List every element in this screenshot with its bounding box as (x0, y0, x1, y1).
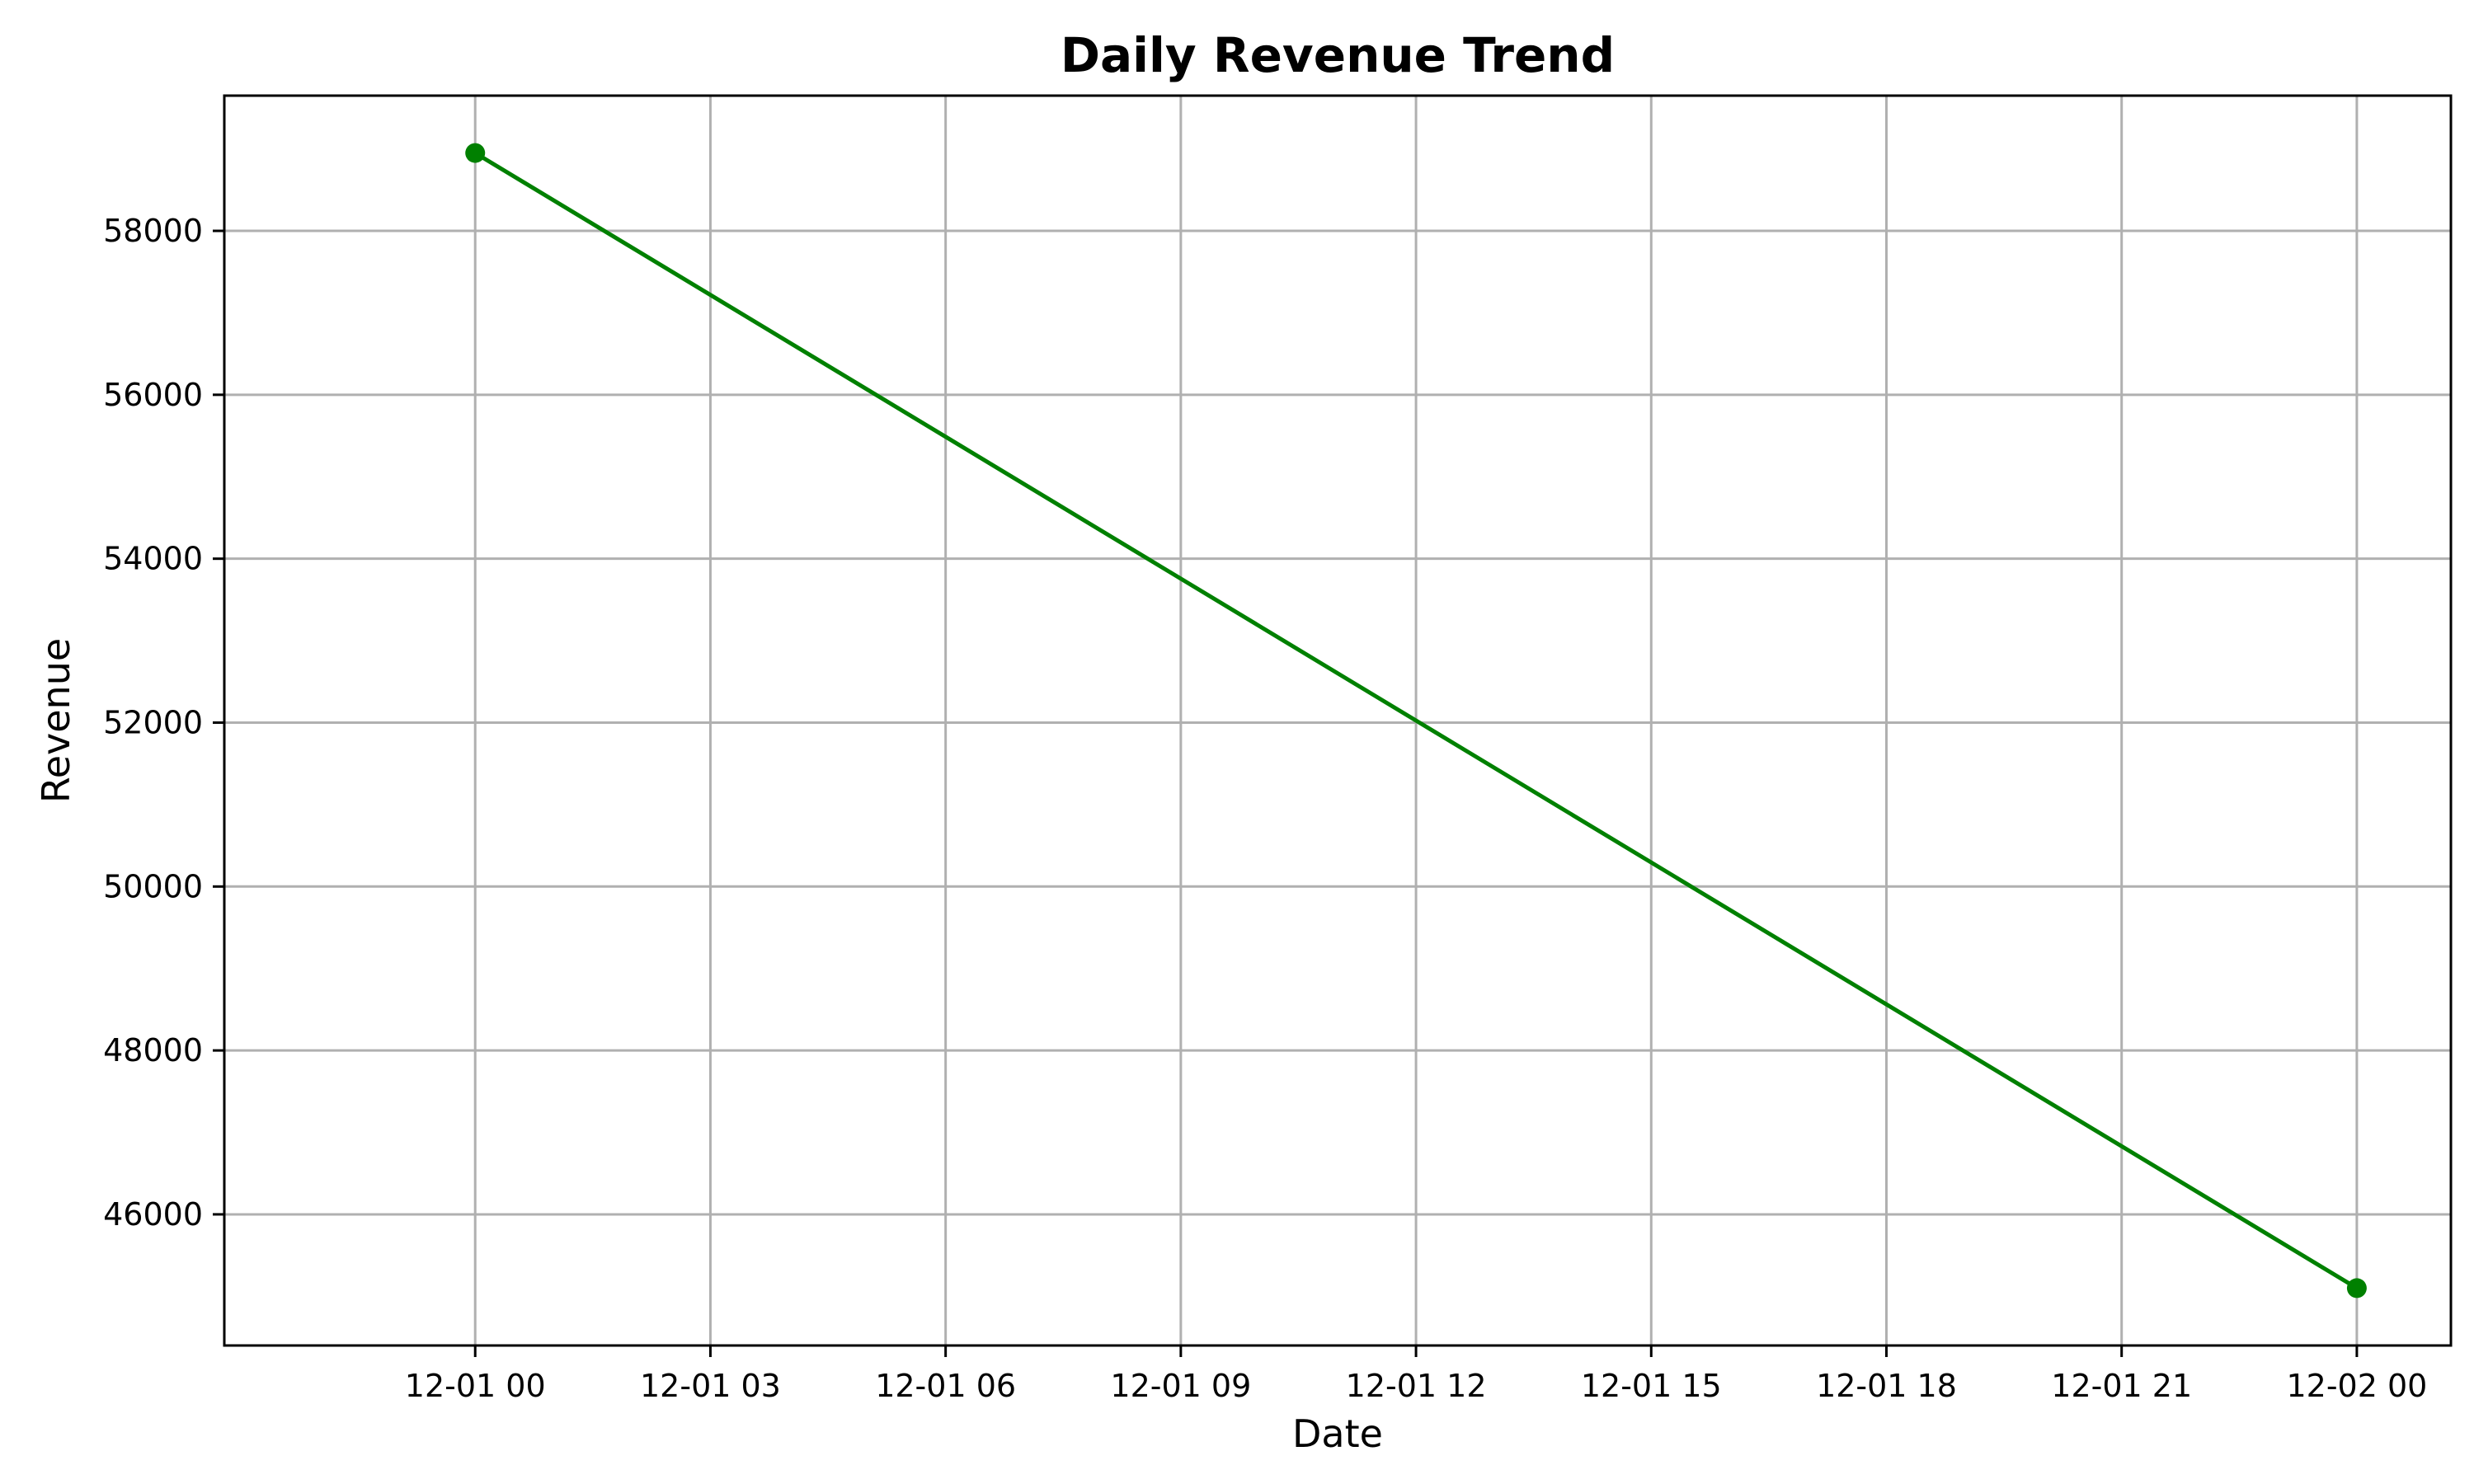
x-tick-label: 12-01 12 (1346, 1368, 1487, 1404)
y-tick-labels: 46000 48000 50000 52000 54000 56000 58000 (103, 213, 203, 1233)
y-axis-label: Revenue (34, 638, 78, 803)
x-tick-label: 12-02 00 (2286, 1368, 2427, 1404)
chart-title: Daily Revenue Trend (1061, 27, 1615, 83)
plot-frame (223, 94, 2453, 1347)
y-tick-label: 50000 (103, 868, 203, 904)
x-tick-label: 12-01 09 (1110, 1368, 1251, 1404)
y-tick-label: 58000 (103, 213, 203, 249)
x-tick-label: 12-01 03 (640, 1368, 781, 1404)
x-tick-label: 12-01 15 (1581, 1368, 1722, 1404)
x-tick-label: 12-01 18 (1816, 1368, 1957, 1404)
series-layer (465, 143, 2367, 1298)
data-point (2346, 1278, 2367, 1298)
grid-lines (224, 96, 2451, 1345)
y-tick-label: 48000 (103, 1032, 203, 1068)
series-line (473, 151, 2359, 1290)
x-tick-label: 12-01 00 (405, 1368, 546, 1404)
x-tick-labels: 12-01 00 12-01 03 12-01 06 12-01 09 12-01 12… (405, 1368, 2428, 1404)
y-tick-label: 56000 (103, 377, 203, 413)
x-tick-label: 12-01 06 (875, 1368, 1016, 1404)
x-axis-label: Date (1292, 1411, 1383, 1456)
x-tick-label: 12-01 21 (2051, 1368, 2192, 1404)
y-tick-label: 54000 (103, 541, 203, 577)
axis-ticks (213, 229, 2359, 1357)
y-tick-label: 52000 (103, 704, 203, 740)
data-point (465, 143, 486, 163)
y-tick-label: 46000 (103, 1196, 203, 1233)
